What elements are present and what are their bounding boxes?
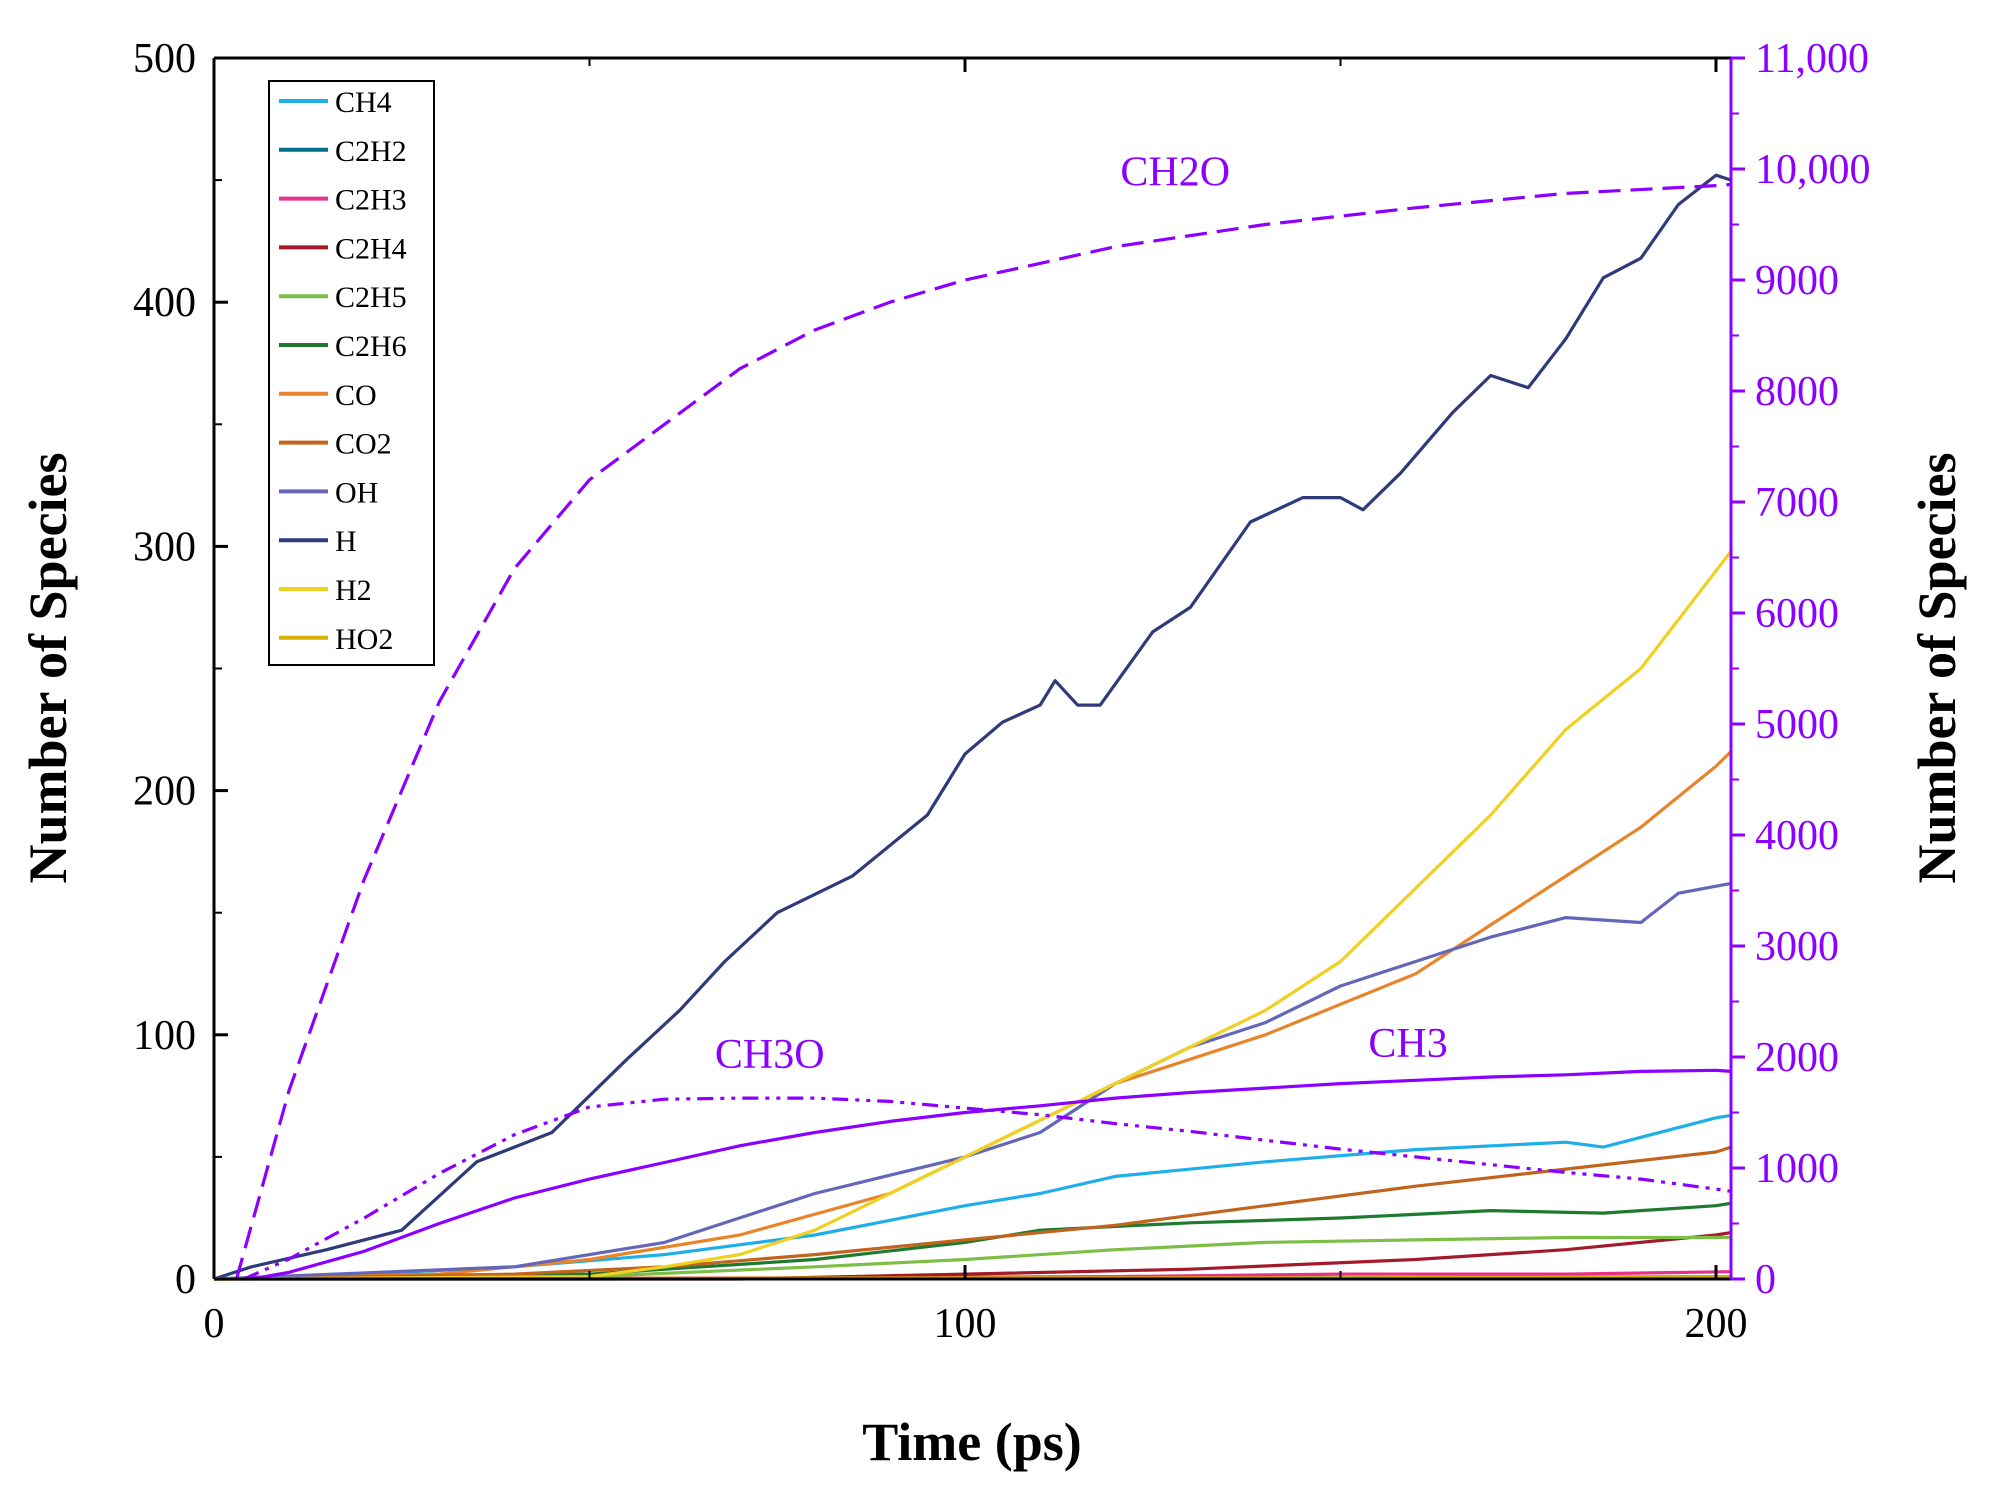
y2-tick-label: 3000 (1755, 924, 1839, 970)
y-tick-label: 500 (133, 36, 196, 82)
annotation-ch3o: CH3O (715, 1032, 825, 1078)
y-axis-title: Number of Species (18, 453, 78, 884)
x-axis-title: Time (ps) (862, 1412, 1082, 1472)
legend-box (268, 80, 435, 666)
y2-tick-label: 4000 (1755, 813, 1839, 859)
y2-axis-title: Number of Species (1907, 453, 1967, 884)
x-tick-label: 0 (204, 1301, 225, 1347)
y2-tick-label: 7000 (1755, 480, 1839, 526)
legend-label-co: CO (335, 379, 377, 412)
series-line-c2h6 (213, 1201, 1732, 1281)
y2-tick-label: 1000 (1755, 1146, 1839, 1192)
annotations: CH2O CH3O CH3 (715, 150, 1448, 1078)
axes (212, 56, 1733, 1281)
legend-label-c2h3: C2H3 (335, 184, 407, 217)
y2-tick-label: 5000 (1755, 702, 1839, 748)
series-line-ch3 (251, 1068, 1732, 1281)
legend-label-h: H (335, 525, 357, 558)
legend-label-c2h2: C2H2 (335, 135, 407, 168)
annotation-ch3: CH3 (1368, 1021, 1447, 1067)
legend-label-co2: CO2 (335, 428, 392, 461)
series-line-c2h5 (213, 1235, 1731, 1281)
series-line-h (213, 173, 1732, 1281)
series-line-oh (213, 881, 1732, 1281)
legend-label-c2h6: C2H6 (335, 330, 407, 363)
x-tick-label: 100 (933, 1301, 996, 1347)
legend-label-ho2: HO2 (335, 623, 393, 656)
series-line-co2 (213, 1145, 1732, 1281)
series-line-h2 (213, 550, 1733, 1281)
y2-tick-label: 10,000 (1755, 147, 1871, 193)
series-line-ch2o (234, 182, 1732, 1280)
y2-tick-label: 0 (1755, 1257, 1776, 1303)
x-tick-label: 200 (1684, 1301, 1747, 1347)
y-tick-label: 100 (133, 1013, 196, 1059)
legend-label-c2h4: C2H4 (335, 232, 407, 265)
legend-label-ch4: CH4 (335, 86, 392, 119)
legend: CH4 C2H2 C2H3 C2H4 C2H5 C2H6 CO CO2 OH H H2 HO2 (268, 80, 435, 666)
series-line-co (213, 750, 1733, 1281)
series-line-ch3o (243, 1096, 1732, 1281)
y-tick-label: 200 (133, 769, 196, 815)
plot-lines (213, 173, 1733, 1281)
y2-tick-label: 8000 (1755, 369, 1839, 415)
y2-tick-label: 6000 (1755, 591, 1839, 637)
legend-label-c2h5: C2H5 (335, 281, 407, 314)
y2-tick-label: 11,000 (1755, 36, 1869, 82)
y2-tick-label: 2000 (1755, 1035, 1839, 1081)
y2-tick-label: 9000 (1755, 258, 1839, 304)
y-tick-label: 0 (175, 1257, 196, 1303)
annotation-ch2o: CH2O (1120, 150, 1230, 196)
y-tick-label: 300 (133, 524, 196, 570)
legend-label-oh: OH (335, 476, 378, 509)
y-tick-label: 400 (133, 280, 196, 326)
legend-label-h2: H2 (335, 574, 372, 607)
